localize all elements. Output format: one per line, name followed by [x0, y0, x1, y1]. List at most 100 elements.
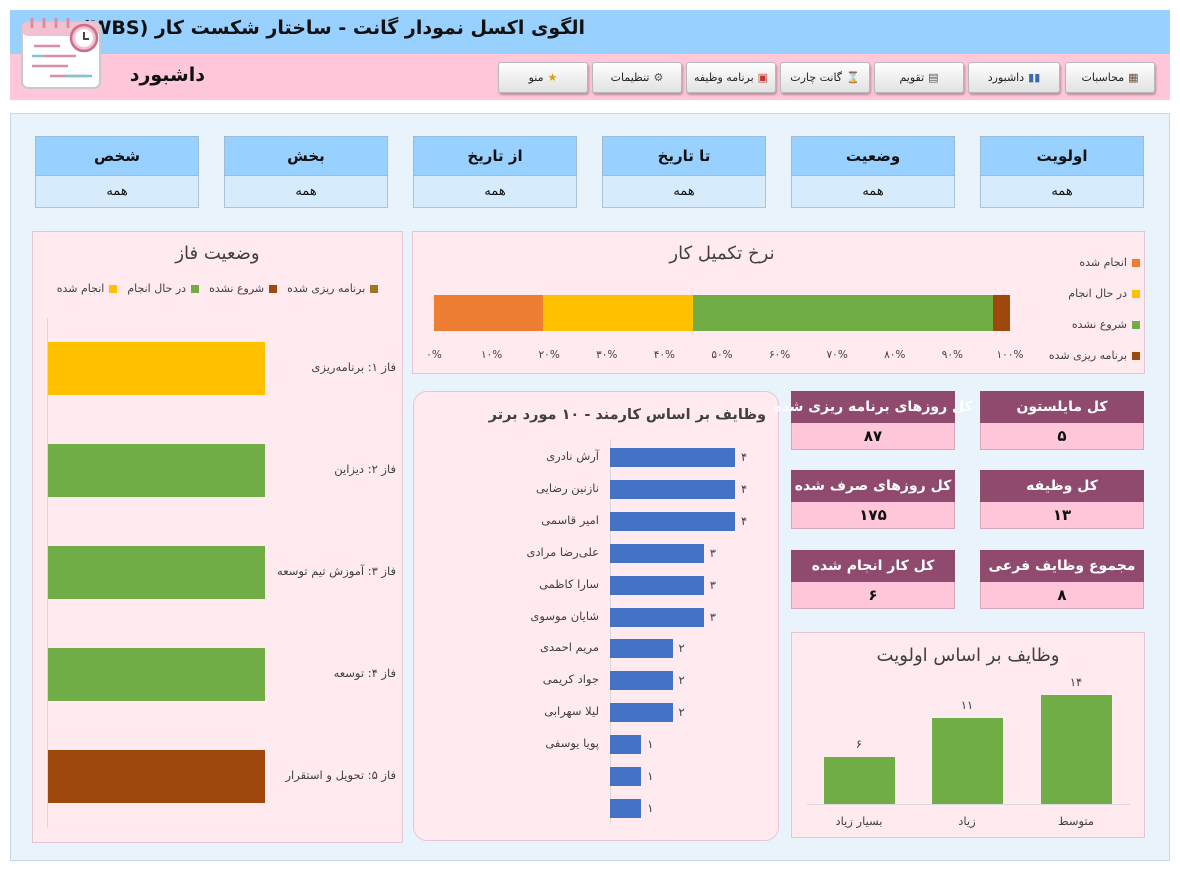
star-icon: ★ [547, 71, 558, 84]
employee-name-label: پویا یوسفی [545, 736, 599, 751]
filter-person[interactable]: شخص همه [35, 136, 199, 208]
priority-value-label: ۱۱ [960, 698, 974, 713]
kpi-work-done: کل کار انجام شده ۶ [791, 550, 955, 609]
phase-bar [48, 444, 265, 497]
priority-axis-line [807, 804, 1130, 805]
filter-priority[interactable]: اولویت همه [980, 136, 1144, 208]
kpi-milestones-label: کل مایلستون [980, 391, 1144, 423]
priority-value-label: ۱۴ [1069, 675, 1083, 689]
completion-legend: انجام شده در حال انجام شروع نشده برنامه … [1040, 247, 1140, 371]
phase-status-chart: فاز ۱: برنامه‌ریزی فاز ۲: دیزاین فاز ۳: آم… [32, 318, 403, 828]
phase-category-label: فاز ۳: آموزش تیم توسعه [277, 564, 396, 578]
completion-tick-label: ۸۰% [884, 349, 906, 361]
legend-not-started: شروع نشده [1040, 309, 1140, 340]
completion-tick-label: ۲۰% [538, 349, 560, 361]
kpi-subtasks-value: ۸ [980, 582, 1144, 609]
employee-name-label: جواد کریمی [542, 672, 599, 687]
employee-axis-line [610, 439, 611, 824]
kpi-tasks: کل وظیفه ۱۳ [980, 470, 1144, 529]
legend-planned-label: برنامه ریزی شده [1048, 349, 1127, 362]
kpi-planned-days-value: ۸۷ [791, 423, 955, 450]
filter-to-date-value[interactable]: همه [602, 176, 766, 208]
filter-department[interactable]: بخش همه [224, 136, 388, 208]
kpi-subtasks: مجموع وظایف فرعی ۸ [980, 550, 1144, 609]
nav-task-schedule-button[interactable]: ▣ برنامه وظیفه [686, 62, 776, 93]
kpi-milestones: کل مایلستون ۵ [980, 391, 1144, 450]
filter-status-value[interactable]: همه [791, 176, 955, 208]
employee-bar [610, 703, 673, 723]
nav-menu-button[interactable]: ★ منو [498, 62, 588, 93]
phase-status-legend: برنامه ریزی شده شروع نشده در حال انجام ا… [32, 282, 403, 295]
nav-dashboard-button[interactable]: ▮▮ داشبورد [968, 62, 1060, 93]
gantt-calendar-icon [21, 18, 101, 89]
priority-bar [931, 718, 1003, 804]
filter-department-value[interactable]: همه [224, 176, 388, 208]
completion-tick-label: ۱۰% [480, 349, 503, 361]
nav-settings-button[interactable]: ⚙ تنظیمات [592, 62, 682, 93]
phase-bar [48, 750, 265, 803]
filter-priority-label: اولویت [980, 136, 1144, 176]
kpi-tasks-value: ۱۳ [980, 502, 1144, 529]
app-title: الگوی اکسل نمودار گانت - ساختار شکست کار… [82, 17, 585, 39]
nav-calendar-label: تقویم [899, 71, 925, 84]
employee-value-label: ۱ [647, 769, 654, 783]
nav-gantt-chart-button[interactable]: ⌛ گانت چارت [780, 62, 870, 93]
completion-tick-label: ۳۰% [596, 349, 618, 361]
employee-bar [610, 511, 735, 531]
filter-priority-value[interactable]: همه [980, 176, 1144, 208]
header-title-bar [10, 10, 1170, 54]
priority-value-label: ۶ [855, 737, 863, 752]
completion-tick-label: ۹۰% [941, 349, 964, 361]
phase-axis-line [47, 318, 48, 828]
employee-value-label: ۴ [741, 481, 748, 496]
filter-status[interactable]: وضعیت همه [791, 136, 955, 208]
completion-tick-label: ۴۰% [653, 349, 676, 361]
filter-person-label: شخص [35, 136, 199, 176]
bar-chart-icon: ▮▮ [1028, 71, 1041, 84]
phase-bar [48, 648, 265, 701]
employee-name-label: امیر قاسمی [541, 512, 599, 527]
priority-title: وظایف بر اساس اولویت [876, 645, 1060, 666]
priority-category-label: زیاد [958, 814, 976, 828]
employee-bar [610, 607, 704, 627]
kpi-planned-days-label: کل روزهای برنامه ریزی شده [773, 391, 973, 423]
employee-name-label: مریم احمدی [539, 640, 599, 655]
filter-from-date[interactable]: از تاریخ همه [413, 136, 577, 208]
filter-to-date-label: تا تاریخ [602, 136, 766, 176]
hourglass-icon: ⌛ [846, 71, 860, 84]
employee-value-label: ۱ [647, 800, 654, 815]
legend-not-started: شروع نشده [209, 282, 278, 295]
completion-segment [693, 295, 993, 331]
phase-status-title: وضعیت فاز [175, 243, 260, 264]
legend-not-started-label: شروع نشده [209, 282, 265, 295]
kpi-work-done-label: کل کار انجام شده [791, 550, 955, 582]
legend-in-progress: در حال انجام [1040, 278, 1140, 309]
employee-name-label: شایان موسوی [530, 608, 599, 623]
page-title: داشبورد [129, 64, 205, 86]
kpi-spent-days: کل روزهای صرف شده ۱۷۵ [791, 470, 955, 529]
phase-bar [48, 546, 265, 599]
legend-done: انجام شده [57, 282, 118, 295]
employee-bar [610, 575, 704, 595]
nav-calendar-button[interactable]: ▤ تقویم [874, 62, 964, 93]
completion-rate-title: نرخ تکمیل کار [669, 243, 775, 264]
legend-in-progress: در حال انجام [127, 282, 200, 295]
filter-from-date-value[interactable]: همه [413, 176, 577, 208]
priority-bar [823, 757, 895, 804]
filter-to-date[interactable]: تا تاریخ همه [602, 136, 766, 208]
priority-chart: ۱۴ متوسط ۱۱ زیاد ۶ بسیار زیاد [791, 632, 1145, 838]
employee-bar [610, 767, 642, 786]
completion-rate-chart: ۰% ۱۰% ۲۰% ۳۰% ۴۰% ۵۰% ۶۰% ۷۰% ۸۰% ۹۰% ۱۰۰% [412, 231, 1145, 374]
kpi-spent-days-value: ۱۷۵ [791, 502, 955, 529]
employee-bar [610, 735, 642, 755]
legend-done-label: انجام شده [56, 282, 105, 295]
phase-bar [48, 342, 265, 395]
employee-bar [610, 798, 642, 818]
employee-value-label: ۲ [678, 641, 685, 656]
kpi-tasks-label: کل وظیفه [980, 470, 1144, 502]
filter-person-value[interactable]: همه [35, 176, 199, 208]
nav-calculations-button[interactable]: ▦ محاسبات [1065, 62, 1155, 93]
employee-name-label: لیلا سهرابی [544, 704, 599, 719]
employee-bar [610, 543, 704, 563]
priority-category-label: بسیار زیاد [835, 814, 883, 828]
